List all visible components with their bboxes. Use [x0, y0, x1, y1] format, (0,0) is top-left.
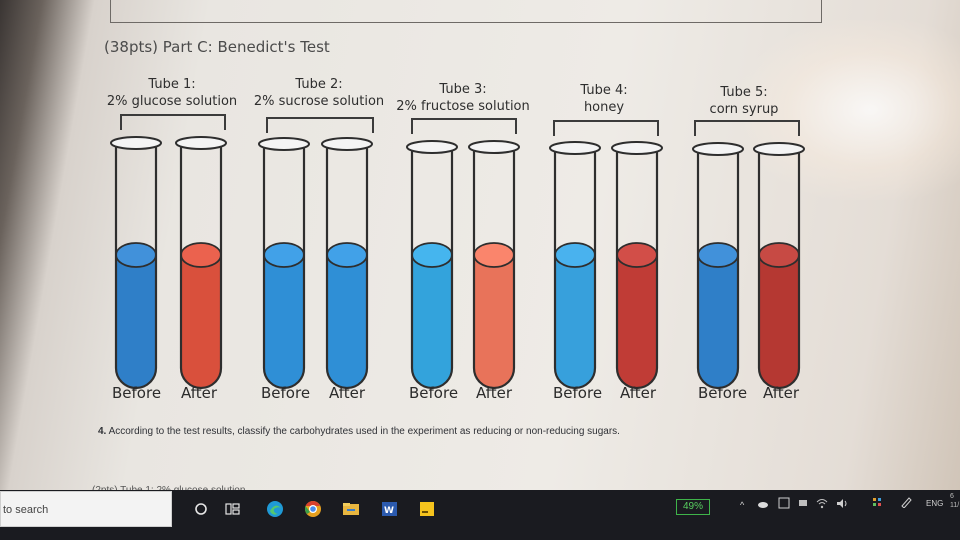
pen-workspace-icon[interactable]	[900, 496, 912, 510]
display-icon[interactable]	[798, 499, 808, 510]
tube-2-before-label: Before	[261, 384, 311, 402]
tube-1-before-liquid	[116, 255, 156, 388]
tube-3-bracket	[411, 118, 517, 134]
tube-3-after-liquid	[474, 255, 514, 388]
tube-5-after-liquid	[759, 255, 799, 388]
word-app-icon[interactable]: W	[378, 498, 400, 520]
tube-3-before-label: Before	[409, 384, 459, 402]
tube-3-after-label: After	[476, 384, 513, 402]
clock-date: 11/	[950, 502, 960, 509]
battery-indicator[interactable]: 49%	[676, 499, 710, 515]
tube-2-after-label: After	[329, 384, 366, 402]
volume-icon[interactable]	[836, 498, 850, 511]
tube-5-before-liquid	[698, 255, 738, 388]
tube-2-after-test-tube	[321, 137, 373, 390]
tube-1-after-test-tube	[175, 136, 227, 390]
tube-2-label: Tube 2: 2% sucrose solution	[244, 76, 394, 110]
tube-rim	[753, 142, 805, 156]
system-clock[interactable]: 6 11/	[950, 492, 959, 510]
tube-4-label: Tube 4: honey	[529, 82, 679, 116]
language-indicator[interactable]: ENG	[926, 499, 944, 508]
tube-1-before-label: Before	[112, 384, 162, 402]
tube-3-after-test-tube	[468, 140, 520, 390]
tube-3-label: Tube 3: 2% fructose solution	[388, 81, 538, 115]
tube-5-after-test-tube	[753, 142, 805, 390]
tube-5-label: Tube 5: corn syrup	[669, 84, 819, 118]
tube-rim	[468, 140, 520, 154]
tube-4-after-liquid	[617, 255, 657, 388]
tube-rim	[611, 141, 663, 155]
cloud-icon[interactable]	[757, 499, 769, 510]
tube-4-after-test-tube	[611, 141, 663, 390]
file-explorer-icon[interactable]	[340, 498, 362, 520]
tube-1-before-test-tube	[110, 136, 162, 390]
tube-rim	[406, 140, 458, 154]
chrome-browser-icon[interactable]	[302, 498, 324, 520]
tube-2-title: Tube 2:	[295, 77, 343, 92]
tube-1-bracket	[120, 114, 226, 130]
tube-3-before-liquid	[412, 255, 452, 388]
tube-4-title: Tube 4:	[580, 83, 628, 98]
tube-3-before-test-tube	[406, 140, 458, 390]
tube-1-subtitle: 2% glucose solution	[106, 94, 238, 109]
question-text: According to the test results, classify …	[108, 426, 620, 437]
tube-5-bracket	[694, 120, 800, 136]
tube-1-after-liquid	[181, 255, 221, 388]
tube-2-bracket	[266, 117, 374, 133]
show-hidden-icons-icon[interactable]: ^	[740, 500, 745, 510]
sticky-notes-icon[interactable]	[416, 498, 438, 520]
tube-2-after-liquid	[327, 255, 367, 388]
tube-rim	[175, 136, 227, 150]
tube-3-title: Tube 3:	[439, 82, 487, 97]
clock-time: 6	[950, 493, 954, 500]
task-view-icon[interactable]	[222, 498, 244, 520]
edge-browser-icon[interactable]	[264, 498, 286, 520]
tube-5-after-label: After	[763, 384, 800, 402]
section-title: (38pts) Part C: Benedict's Test	[104, 38, 330, 56]
wifi-icon[interactable]	[816, 498, 828, 511]
tube-5-subtitle: corn syrup	[709, 102, 779, 117]
tube-rim	[692, 142, 744, 156]
action-center-icon[interactable]	[778, 497, 790, 511]
app-tray-icon[interactable]	[872, 497, 882, 511]
cortana-icon[interactable]	[190, 498, 212, 520]
next-question-cutoff: (2pts) Tube 1: 2% glucose solution	[92, 485, 246, 492]
tube-4-subtitle: honey	[583, 100, 625, 115]
question-number: 4.	[98, 426, 107, 437]
tube-4-before-label: Before	[553, 384, 603, 402]
question-4: 4. According to the test results, classi…	[98, 426, 620, 437]
tube-5-before-label: Before	[698, 384, 748, 402]
tube-rim	[110, 136, 162, 150]
svg-text:W: W	[384, 506, 394, 516]
tube-1-after-label: After	[181, 384, 218, 402]
tube-2-before-liquid	[264, 255, 304, 388]
tube-1-title: Tube 1:	[148, 77, 196, 92]
tube-2-subtitle: 2% sucrose solution	[253, 94, 385, 109]
tube-4-before-liquid	[555, 255, 595, 388]
tube-4-before-test-tube	[549, 141, 601, 390]
tube-4-after-label: After	[620, 384, 657, 402]
previous-section-frame	[110, 0, 822, 23]
tube-5-before-test-tube	[692, 142, 744, 390]
tube-1-label: Tube 1: 2% glucose solution	[97, 76, 247, 110]
taskbar-search-box[interactable]: to search	[0, 491, 172, 527]
tube-rim	[549, 141, 601, 155]
tube-rim	[258, 137, 310, 151]
tube-4-bracket	[553, 120, 659, 136]
tube-2-before-test-tube	[258, 137, 310, 390]
tube-3-subtitle: 2% fructose solution	[396, 99, 530, 114]
tube-5-title: Tube 5:	[720, 85, 768, 100]
tube-rim	[321, 137, 373, 151]
